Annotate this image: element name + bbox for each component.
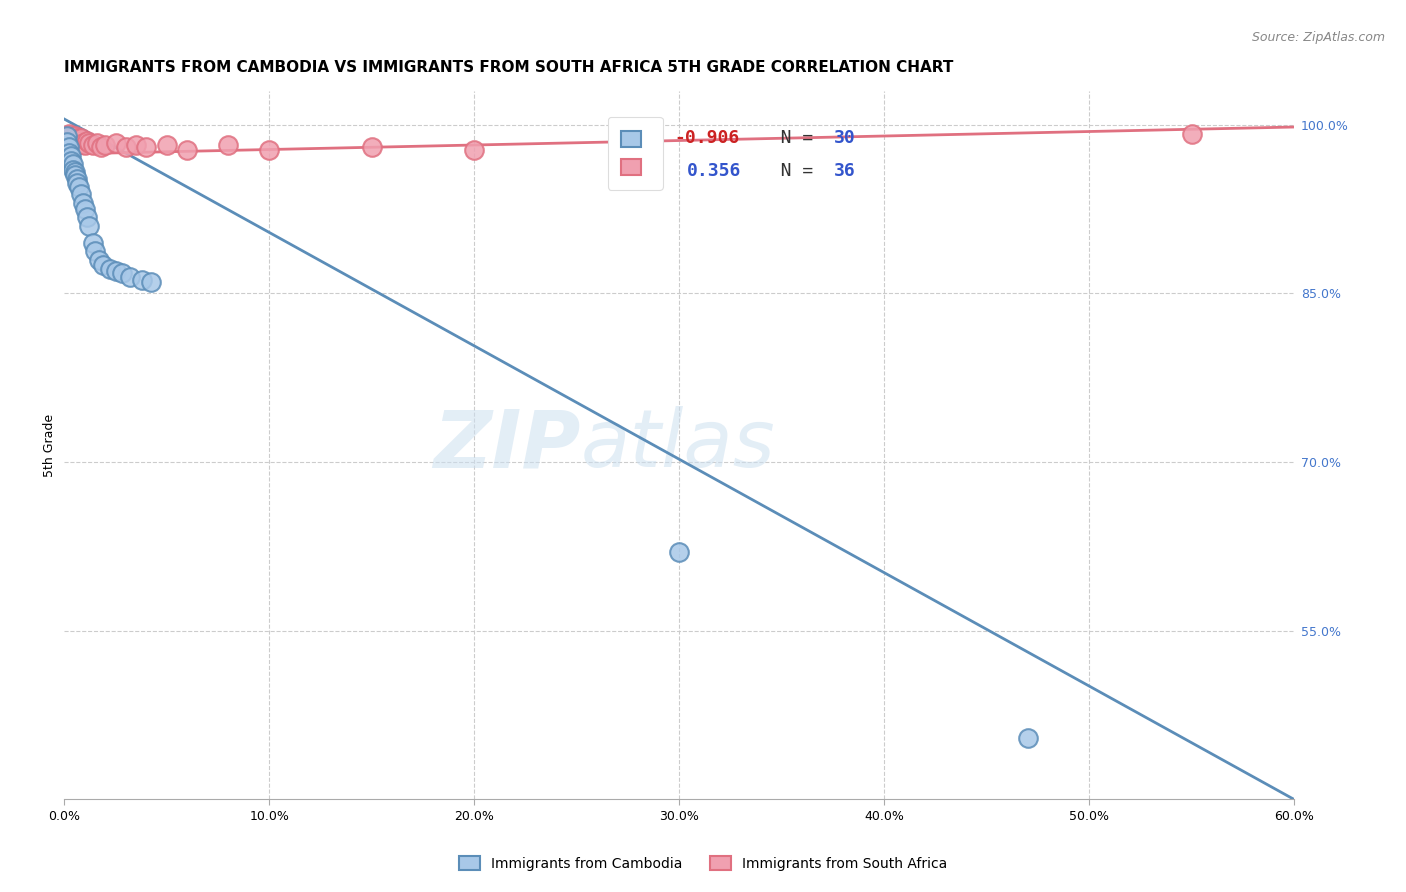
Text: Source: ZipAtlas.com: Source: ZipAtlas.com bbox=[1251, 31, 1385, 45]
Point bbox=[82, 138, 104, 153]
Point bbox=[77, 219, 100, 233]
Text: R =: R = bbox=[626, 162, 681, 180]
Point bbox=[67, 134, 90, 148]
Point bbox=[62, 157, 84, 171]
Point bbox=[90, 140, 112, 154]
Point bbox=[58, 140, 80, 154]
Y-axis label: 5th Grade: 5th Grade bbox=[44, 414, 56, 476]
Text: atlas: atlas bbox=[581, 406, 776, 484]
Point bbox=[58, 131, 80, 145]
Point bbox=[118, 269, 141, 284]
Point bbox=[58, 127, 80, 141]
Point bbox=[70, 187, 93, 202]
Point bbox=[62, 131, 84, 145]
Text: 0.356: 0.356 bbox=[686, 162, 741, 180]
Point bbox=[58, 145, 80, 160]
Point bbox=[82, 235, 104, 250]
Point bbox=[111, 266, 134, 280]
Legend: , : , bbox=[607, 117, 662, 190]
Point bbox=[55, 135, 77, 149]
Point bbox=[217, 138, 239, 153]
Point bbox=[463, 143, 485, 157]
Point bbox=[63, 134, 86, 148]
Point bbox=[89, 252, 111, 267]
Point bbox=[156, 138, 179, 153]
Point bbox=[63, 128, 86, 143]
Point bbox=[98, 261, 121, 276]
Point bbox=[86, 136, 108, 150]
Text: ZIP: ZIP bbox=[433, 406, 581, 484]
Point bbox=[55, 131, 77, 145]
Point bbox=[94, 138, 117, 153]
Point bbox=[59, 149, 82, 163]
Text: N =: N = bbox=[748, 162, 824, 180]
Text: -0.906: -0.906 bbox=[675, 129, 740, 147]
Point bbox=[58, 135, 80, 149]
Point bbox=[59, 153, 82, 168]
Point bbox=[1180, 127, 1202, 141]
Point bbox=[72, 196, 94, 211]
Point bbox=[104, 264, 127, 278]
Point bbox=[627, 138, 650, 153]
Point bbox=[259, 143, 281, 157]
Point bbox=[1017, 731, 1039, 745]
Point bbox=[59, 131, 82, 145]
Point bbox=[73, 202, 96, 216]
Point bbox=[66, 176, 89, 190]
Point bbox=[63, 169, 86, 183]
Point bbox=[67, 179, 90, 194]
Point bbox=[131, 273, 153, 287]
Point bbox=[125, 138, 148, 153]
Point bbox=[84, 244, 107, 258]
Text: 36: 36 bbox=[834, 162, 856, 180]
Point bbox=[62, 136, 84, 150]
Point bbox=[139, 275, 162, 289]
Point bbox=[62, 162, 84, 177]
Text: R =: R = bbox=[626, 129, 669, 147]
Point bbox=[66, 136, 89, 150]
Point bbox=[66, 131, 89, 145]
Point bbox=[55, 128, 77, 143]
Text: 30: 30 bbox=[834, 129, 856, 147]
Point bbox=[55, 128, 77, 143]
Point bbox=[59, 128, 82, 143]
Point bbox=[76, 134, 98, 148]
Point bbox=[63, 165, 86, 179]
Point bbox=[70, 131, 93, 145]
Point bbox=[59, 135, 82, 149]
Point bbox=[66, 171, 89, 186]
Point bbox=[104, 136, 127, 150]
Text: IMMIGRANTS FROM CAMBODIA VS IMMIGRANTS FROM SOUTH AFRICA 5TH GRADE CORRELATION C: IMMIGRANTS FROM CAMBODIA VS IMMIGRANTS F… bbox=[65, 60, 953, 75]
Point bbox=[76, 210, 98, 224]
Point bbox=[115, 140, 138, 154]
Point bbox=[93, 258, 115, 272]
Point bbox=[360, 140, 382, 154]
Point bbox=[135, 140, 157, 154]
Point bbox=[77, 136, 100, 150]
Point bbox=[176, 143, 198, 157]
Text: N =: N = bbox=[748, 129, 824, 147]
Point bbox=[668, 545, 690, 559]
Point bbox=[73, 138, 96, 153]
Legend: Immigrants from Cambodia, Immigrants from South Africa: Immigrants from Cambodia, Immigrants fro… bbox=[453, 851, 953, 876]
Point bbox=[72, 136, 94, 150]
